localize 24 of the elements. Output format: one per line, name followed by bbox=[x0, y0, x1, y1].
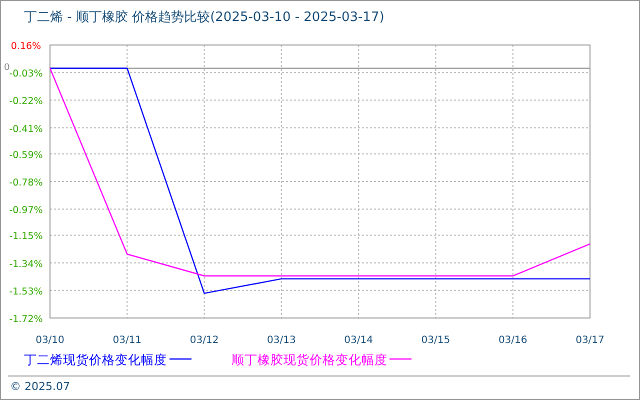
y-tick-label: -1.72% bbox=[9, 314, 43, 325]
chart-title: 丁二烯 - 顺丁橡胶 价格趋势比较(2025-03-10 - 2025-03-17) bbox=[24, 10, 384, 25]
x-tick-label: 03/15 bbox=[421, 335, 450, 346]
x-tick-label: 03/13 bbox=[267, 335, 296, 346]
y-tick-label: 0.16% bbox=[10, 41, 42, 52]
x-tick-label: 03/12 bbox=[190, 335, 219, 346]
y-tick-label: -1.15% bbox=[9, 231, 43, 242]
y-tick-label: -0.78% bbox=[9, 178, 43, 188]
y-tick-label: -1.34% bbox=[9, 258, 43, 270]
y-tick-label: -0.03% bbox=[9, 68, 43, 80]
y-tick-label: -0.22% bbox=[9, 96, 43, 108]
x-tick-label: 03/11 bbox=[112, 335, 142, 346]
legend-label: 丁二烯现货价格变化幅度 bbox=[24, 352, 167, 367]
y-tick-label: -0.59% bbox=[9, 150, 43, 161]
text: © 2025.07 bbox=[10, 380, 70, 393]
y-tick-label: -1.53% bbox=[9, 286, 43, 298]
legend-label: 顺丁橡胶现货价格变化幅度 bbox=[232, 352, 388, 367]
x-tick-label: 03/14 bbox=[344, 335, 373, 346]
y-tick-label: -0.41% bbox=[9, 124, 43, 135]
x-tick-label: 03/10 bbox=[36, 335, 64, 346]
ref-line-label: 0 bbox=[4, 63, 10, 74]
y-tick-label: -0.97% bbox=[9, 205, 43, 216]
x-tick-label: 03/17 bbox=[576, 335, 604, 346]
x-tick-label: 03/16 bbox=[498, 335, 528, 346]
